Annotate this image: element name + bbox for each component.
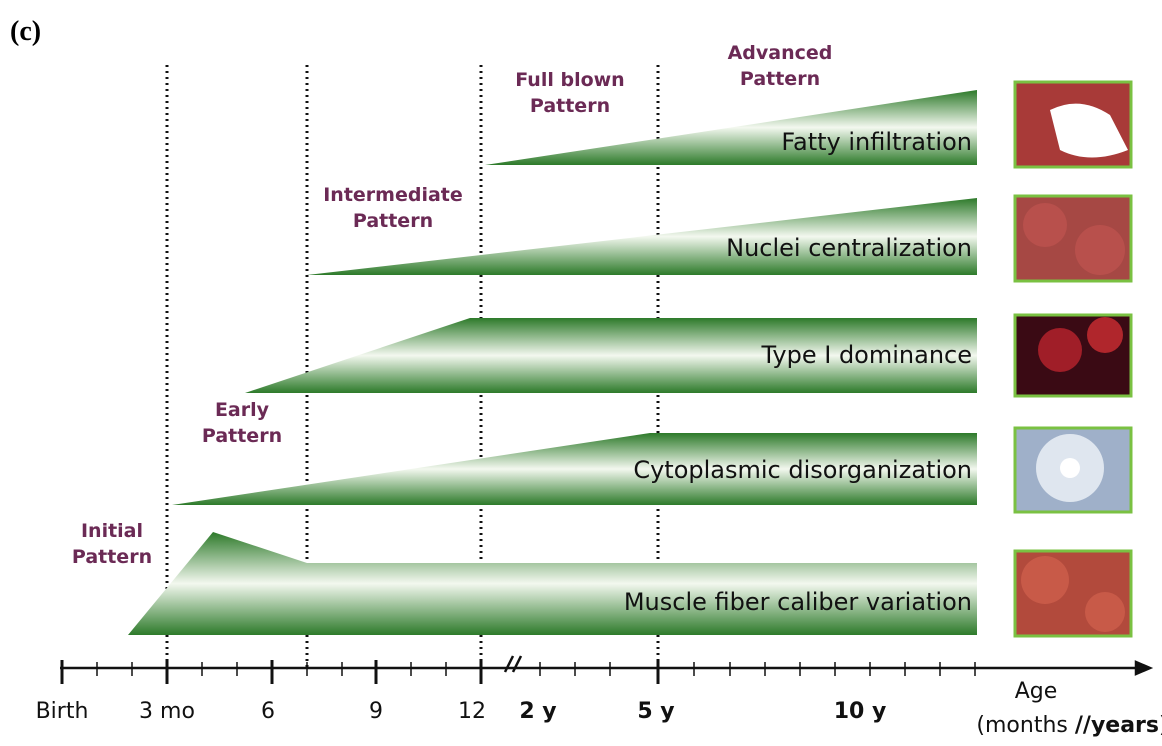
tick-label: 9 [369, 699, 383, 724]
bar-label: Muscle fiber caliber variation [624, 588, 972, 616]
bars [128, 90, 977, 635]
tick-label: 6 [261, 699, 275, 724]
phase-label: Intermediate [323, 184, 463, 206]
bar-label: Nuclei centralization [726, 234, 972, 262]
phase-label: Pattern [740, 68, 820, 90]
axis-subtitle-part: // [1075, 713, 1092, 738]
tick-label: 2 y [519, 699, 556, 724]
phase-label: Pattern [530, 95, 610, 117]
phase-label: Advanced [728, 42, 833, 64]
tick-label: 12 [458, 699, 486, 724]
axis-subtitle-part: (months [976, 713, 1074, 738]
phase-label: Pattern [353, 210, 433, 232]
bar-label: Cytoplasmic disorganization [633, 456, 972, 484]
phase-label: Pattern [202, 425, 282, 447]
tick-label: 10 y [834, 699, 887, 724]
thumbnail-details [1021, 103, 1128, 632]
axis-ticks [60, 660, 976, 684]
bar-label: Fatty infiltration [781, 128, 972, 156]
axis-subtitle-part: years [1091, 713, 1159, 738]
phase-label: Pattern [72, 546, 152, 568]
tick-label: 3 mo [139, 699, 195, 724]
panel-label: (c) [10, 16, 41, 47]
phase-label: Early [215, 399, 270, 421]
phase-label: Full blown [515, 69, 624, 91]
axis-subtitle-part: ) [1159, 713, 1162, 738]
tick-label: Birth [36, 699, 89, 724]
bar-label: Type I dominance [760, 341, 972, 369]
phase-label: Initial [81, 520, 143, 542]
axis-title: Age [1015, 679, 1058, 704]
tick-label: 5 y [637, 699, 674, 724]
axis-subtitle: (months //years) [976, 713, 1162, 738]
axis [60, 655, 1154, 676]
